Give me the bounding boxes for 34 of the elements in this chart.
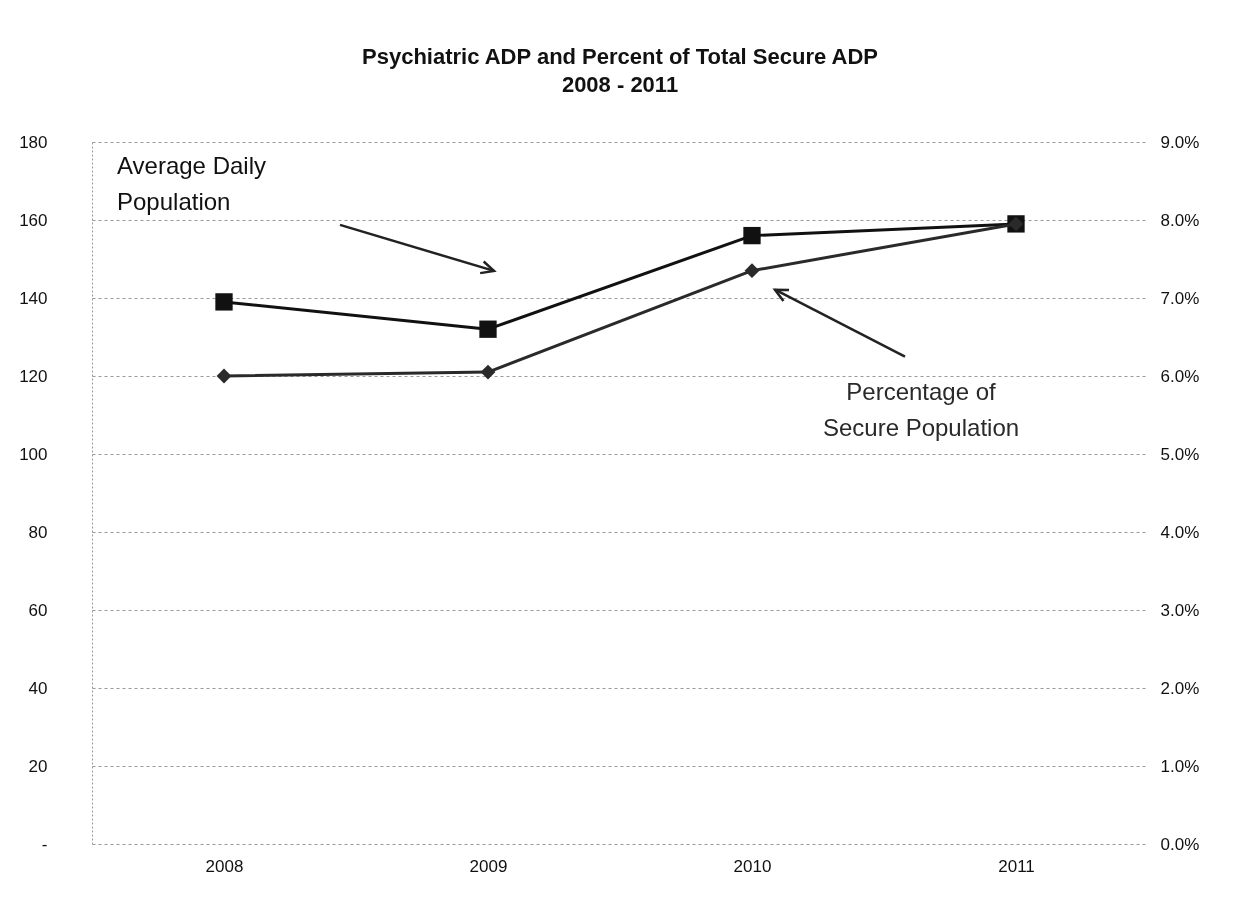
x-tick-label: 2009 — [469, 856, 508, 876]
x-tick-label: 2011 — [998, 856, 1035, 876]
point — [216, 368, 232, 384]
y-tick-label: 40 — [28, 678, 48, 698]
text: Average Daily Population — [117, 151, 266, 215]
y-tick-label: - — [41, 834, 48, 854]
point — [743, 226, 761, 245]
y2-tick-label: 8.0% — [1160, 210, 1200, 230]
y-tick-label: 60 — [28, 600, 48, 620]
chart-subtitle: 2008 - 2011 — [561, 72, 679, 97]
y2-tick-label: 4.0% — [1160, 522, 1200, 542]
point — [479, 320, 497, 338]
y-tick-label: 140 — [19, 288, 48, 308]
y2-tick-label: 7.0% — [1160, 288, 1200, 308]
point — [215, 293, 233, 311]
x-tick-label: 2008 — [205, 856, 244, 876]
y2-tick-label: 9.0% — [1160, 132, 1200, 152]
y2-tick-label: 1.0% — [1160, 756, 1200, 776]
y-tick-label: 20 — [28, 756, 48, 776]
y-tick-label: 100 — [19, 444, 48, 464]
y2-tick-label: 3.0% — [1160, 600, 1200, 620]
y2-tick-label: 2.0% — [1160, 678, 1200, 698]
y-tick-label: 80 — [28, 522, 48, 542]
y2-tick-label: 0.0% — [1160, 834, 1200, 854]
text: Percentage of Secure Population — [822, 377, 1020, 441]
point — [744, 263, 760, 279]
y-tick-label: 120 — [19, 366, 48, 386]
y-tick-label: 180 — [19, 132, 48, 152]
y2-tick-label: 5.0% — [1160, 444, 1200, 464]
y2-tick-label: 6.0% — [1160, 366, 1200, 386]
point — [480, 364, 496, 380]
x-tick-label: 2010 — [733, 856, 772, 876]
y-tick-label: 160 — [19, 210, 48, 230]
chart-title: Psychiatric ADP and Percent of Total Secure ADP — [362, 44, 878, 69]
